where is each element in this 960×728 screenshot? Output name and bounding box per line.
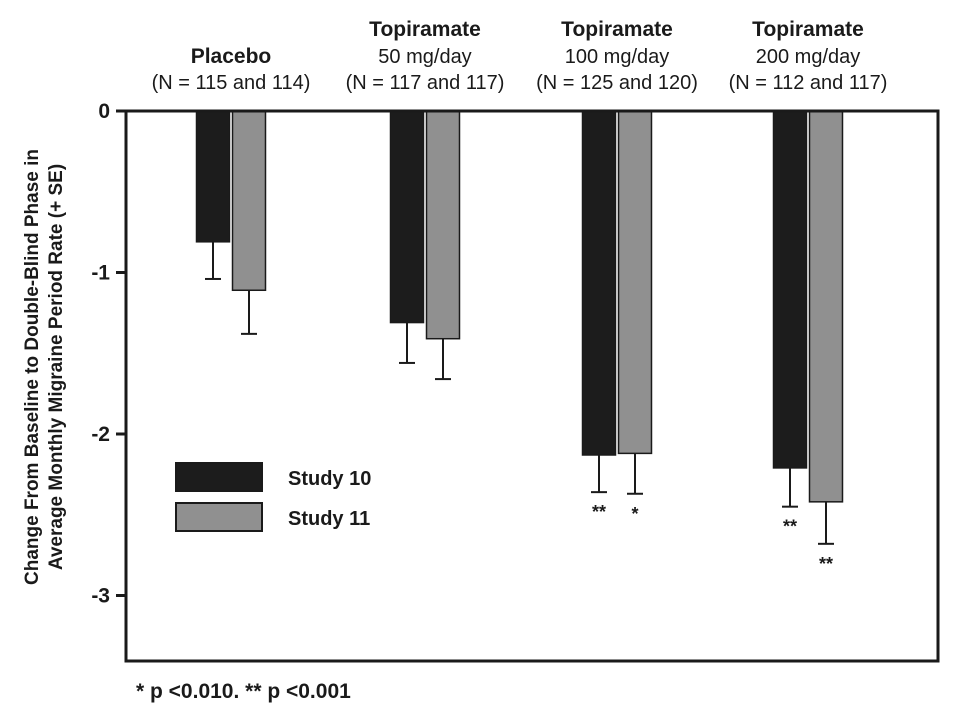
significance-markers: ******* (592, 502, 833, 574)
y-tick-label: -2 (91, 423, 110, 446)
legend-swatch-study11 (175, 502, 263, 532)
bar-study11 (425, 110, 461, 340)
group-header-name: Topiramate (369, 18, 481, 41)
significance-marker: ** (783, 517, 797, 537)
bar-study11 (617, 110, 653, 455)
y-tick-label: 0 (98, 100, 110, 123)
y-axis-label: Change From Baseline to Double-Blind Pha… (22, 149, 67, 585)
bar-study10 (581, 110, 617, 456)
group-header-name: Topiramate (752, 18, 864, 41)
group-header-name: Placebo (191, 45, 272, 68)
legend-label-study10: Study 10 (288, 468, 371, 490)
y-tick-label: -1 (91, 262, 110, 285)
group-header-dose: 100 mg/day (565, 46, 670, 68)
group-header-name: Topiramate (561, 18, 673, 41)
group-header-n-count: (N = 112 and 117) (729, 72, 888, 94)
significance-marker: ** (819, 554, 833, 574)
bar-study10 (772, 110, 808, 469)
y-axis-label-line-1: Change From Baseline to Double-Blind Pha… (22, 149, 43, 585)
bar-study11 (231, 110, 267, 292)
bars (195, 110, 844, 503)
group-header-n-count: (N = 115 and 114) (152, 72, 311, 94)
bar-study10 (389, 110, 425, 324)
significance-marker: ** (592, 502, 606, 522)
y-axis-label-line-2: Average Monthly Migraine Period Rate (+ … (46, 164, 67, 570)
bar-study10 (195, 110, 231, 243)
legend-label-study11: Study 11 (288, 508, 370, 530)
error-bars (205, 241, 834, 545)
group-header-dose: 50 mg/day (378, 46, 471, 68)
group-header-n-count: (N = 117 and 117) (346, 72, 505, 94)
footnote: * p <0.010. ** p <0.001 (136, 680, 351, 703)
group-headers: Placebo (N = 115 and 114) Topiramate 50 mg/… (152, 18, 888, 94)
plot-frame (124, 109, 940, 663)
bar-study11 (808, 110, 844, 503)
legend: Study 10 Study 11 (175, 462, 371, 532)
group-header-dose: 200 mg/day (756, 46, 861, 68)
group-header-n-count: (N = 125 and 120) (536, 72, 698, 94)
legend-swatch-study10 (175, 462, 263, 492)
y-ticks: 0 -1 -2 -3 (91, 100, 126, 608)
y-tick-label: -3 (91, 585, 110, 608)
significance-marker: * (631, 504, 638, 524)
